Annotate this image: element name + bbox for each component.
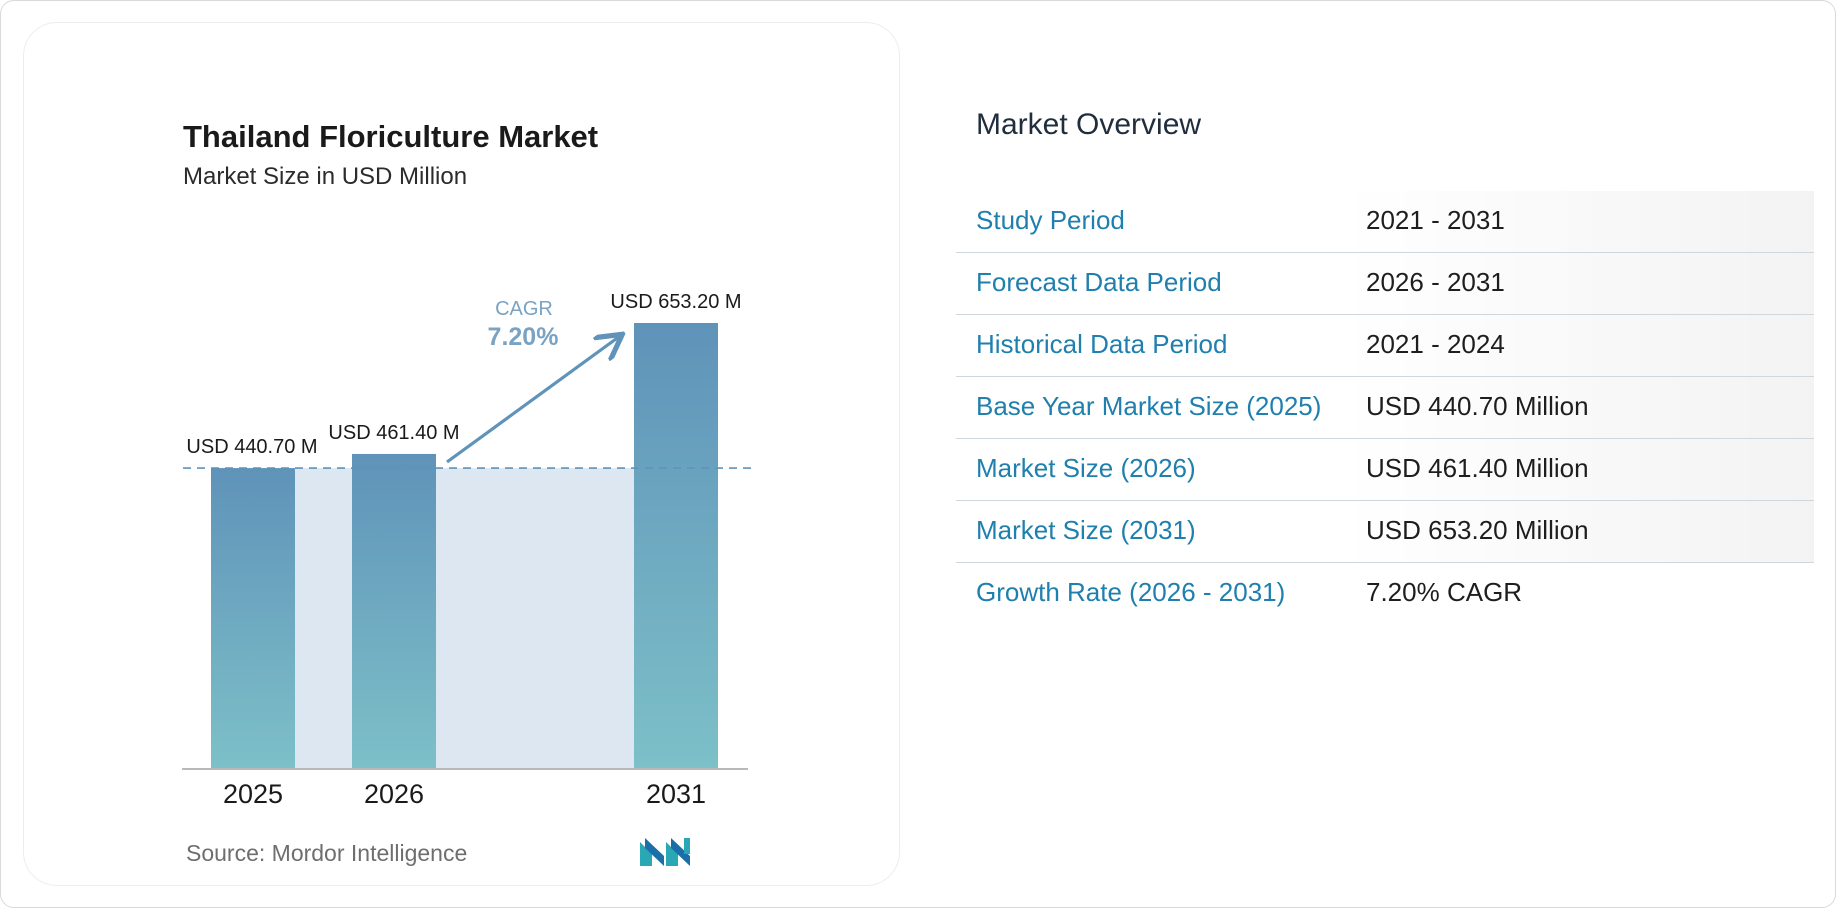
bar-2026	[352, 453, 436, 769]
mordor-intelligence-logo	[640, 838, 690, 866]
overview-row-base-year-size: Base Year Market Size (2025) USD 440.70 …	[956, 377, 1814, 439]
cagr-label: CAGR	[495, 298, 553, 320]
row-value: USD 653.20 Million	[1366, 515, 1589, 545]
row-value: 2021 - 2024	[1366, 329, 1505, 359]
cagr-value: 7.20%	[488, 323, 559, 351]
data-label: USD 461.40 M	[328, 422, 459, 444]
row-label: Study Period	[976, 205, 1125, 235]
overview-row-study-period: Study Period 2021 - 2031	[956, 191, 1814, 253]
baseline-area	[211, 468, 718, 769]
overview-title: Market Overview	[976, 108, 1202, 141]
bar-2031	[634, 323, 718, 769]
overview-row-size-2026: Market Size (2026) USD 461.40 Million	[956, 439, 1814, 501]
row-value: 2021 - 2031	[1366, 205, 1505, 235]
x-tick-label: 2026	[364, 779, 424, 809]
data-label: USD 440.70 M	[186, 436, 317, 458]
row-value: USD 461.40 Million	[1366, 453, 1589, 483]
overview-row-size-2031: Market Size (2031) USD 653.20 Million	[956, 501, 1814, 563]
row-value: USD 440.70 Million	[1366, 391, 1589, 421]
chart-subtitle: Market Size in USD Million	[183, 163, 468, 190]
data-label: USD 653.20 M	[610, 291, 741, 313]
cagr-arrow	[446, 336, 620, 464]
overview-row-forecast-period: Forecast Data Period 2026 - 2031	[956, 253, 1814, 315]
row-value: 7.20% CAGR	[1366, 577, 1523, 607]
row-label: Historical Data Period	[976, 329, 1228, 359]
row-value: 2026 - 2031	[1366, 267, 1505, 297]
row-label: Market Size (2031)	[976, 515, 1196, 545]
chart-title: Thailand Floriculture Market	[183, 119, 599, 154]
row-label: Growth Rate (2026 - 2031)	[976, 577, 1286, 607]
row-label: Base Year Market Size (2025)	[976, 391, 1322, 421]
row-label: Forecast Data Period	[976, 267, 1222, 297]
overview-table: Study Period 2021 - 2031 Forecast Data P…	[956, 191, 1814, 624]
x-tick-label: 2025	[223, 779, 283, 809]
x-tick-label: 2031	[646, 779, 706, 809]
overview-row-growth-rate: Growth Rate (2026 - 2031) 7.20% CAGR	[956, 563, 1814, 624]
bar-2025	[211, 468, 295, 769]
source-note: Source: Mordor Intelligence	[186, 840, 468, 866]
overview-row-historical-period: Historical Data Period 2021 - 2024	[956, 315, 1814, 377]
row-label: Market Size (2026)	[976, 453, 1196, 483]
